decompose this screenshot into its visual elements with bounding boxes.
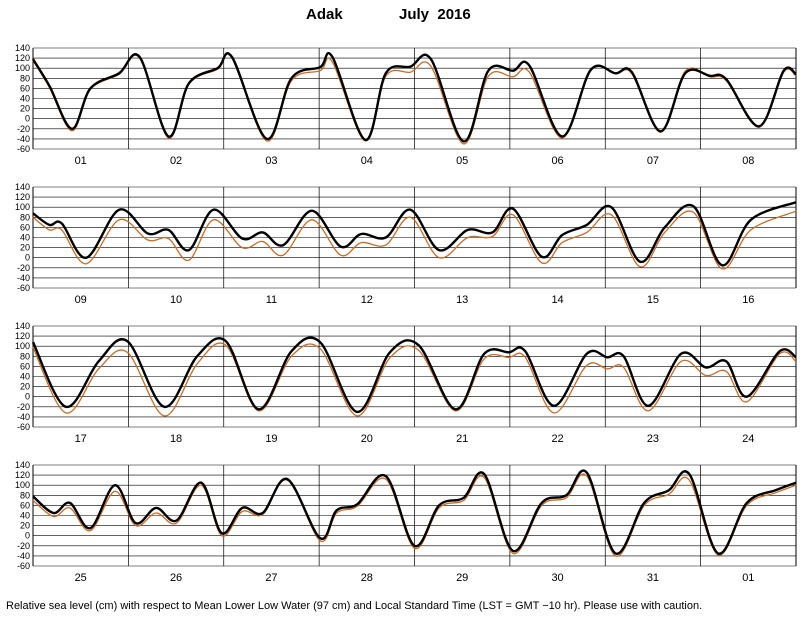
y-tick-label: -20 [17, 541, 30, 551]
day-label: 18 [170, 433, 182, 445]
day-label: 06 [551, 155, 563, 167]
y-tick-label: 100 [15, 63, 30, 73]
predicted-series-line [32, 201, 797, 267]
day-label: 01 [75, 155, 87, 167]
y-tick-label: 20 [20, 382, 30, 392]
y-tick-label: -20 [17, 124, 30, 134]
day-label: 31 [647, 572, 659, 584]
chart-title: Adak July 2016 [0, 6, 800, 26]
y-tick-label: 40 [20, 372, 30, 382]
y-tick-label: 140 [15, 43, 30, 53]
y-tick-label: 60 [20, 361, 30, 371]
day-label: 12 [361, 294, 373, 306]
day-label: 05 [456, 155, 468, 167]
y-tick-label: 0 [25, 531, 30, 541]
y-tick-label: -40 [17, 551, 30, 561]
y-tick-label: -20 [17, 402, 30, 412]
y-tick-label: -60 [17, 422, 30, 432]
y-tick-label: -60 [17, 283, 30, 293]
day-label: 07 [647, 155, 659, 167]
y-tick-label: 80 [20, 212, 30, 222]
observed-series-line [32, 210, 797, 270]
y-tick-label: 20 [20, 521, 30, 531]
y-tick-label: -40 [17, 273, 30, 283]
title-station: Adak [306, 6, 343, 23]
day-label: 19 [265, 433, 277, 445]
footer-note: Relative sea level (cm) with respect to … [6, 600, 703, 612]
y-tick-label: 20 [20, 243, 30, 253]
y-tick-label: 120 [15, 192, 30, 202]
y-tick-label: 40 [20, 233, 30, 243]
y-tick-label: 0 [25, 114, 30, 124]
y-tick-label: -60 [17, 561, 30, 571]
y-tick-label: 100 [15, 202, 30, 212]
y-tick-label: 0 [25, 392, 30, 402]
y-tick-label: 60 [20, 83, 30, 93]
day-label: 16 [742, 294, 754, 306]
y-tick-label: 80 [20, 351, 30, 361]
y-tick-label: 120 [15, 470, 30, 480]
day-label: 28 [361, 572, 373, 584]
y-tick-label: -60 [17, 144, 30, 154]
day-label: 14 [551, 294, 563, 306]
predicted-series-line [31, 51, 797, 143]
day-label: 08 [742, 155, 754, 167]
y-tick-label: 20 [20, 104, 30, 114]
y-tick-label: 40 [20, 94, 30, 104]
day-label: 09 [75, 294, 87, 306]
day-label: 03 [265, 155, 277, 167]
day-label: 02 [170, 155, 182, 167]
y-tick-label: 120 [15, 53, 30, 63]
y-tick-label: 0 [25, 253, 30, 263]
y-tick-label: 140 [15, 460, 30, 470]
title-month: July 2016 [399, 6, 471, 23]
y-tick-label: 100 [15, 480, 30, 490]
day-label: 27 [265, 572, 277, 584]
day-label: 26 [170, 572, 182, 584]
day-label: 21 [456, 433, 468, 445]
day-label: 13 [456, 294, 468, 306]
observed-series-line [32, 342, 797, 417]
y-tick-label: 80 [20, 490, 30, 500]
day-label: 01 [742, 572, 754, 584]
y-tick-label: 120 [15, 331, 30, 341]
y-tick-label: 40 [20, 511, 30, 521]
y-tick-label: -20 [17, 263, 30, 273]
y-tick-label: 100 [15, 341, 30, 351]
day-label: 23 [647, 433, 659, 445]
predicted-series-line [32, 469, 797, 555]
y-tick-label: -40 [17, 134, 30, 144]
day-label: 04 [361, 155, 373, 167]
predicted-series-line [31, 336, 797, 414]
y-tick-label: 140 [15, 182, 30, 192]
day-label: 10 [170, 294, 182, 306]
day-label: 22 [551, 433, 563, 445]
day-label: 25 [75, 572, 87, 584]
day-label: 17 [75, 433, 87, 445]
y-tick-label: -40 [17, 412, 30, 422]
day-label: 24 [742, 433, 754, 445]
day-label: 29 [456, 572, 468, 584]
y-tick-label: 80 [20, 73, 30, 83]
y-tick-label: 140 [15, 321, 30, 331]
y-tick-label: 60 [20, 500, 30, 510]
day-label: 20 [361, 433, 373, 445]
day-label: 30 [551, 572, 563, 584]
y-tick-label: 60 [20, 222, 30, 232]
day-label: 11 [266, 294, 277, 306]
day-label: 15 [647, 294, 659, 306]
